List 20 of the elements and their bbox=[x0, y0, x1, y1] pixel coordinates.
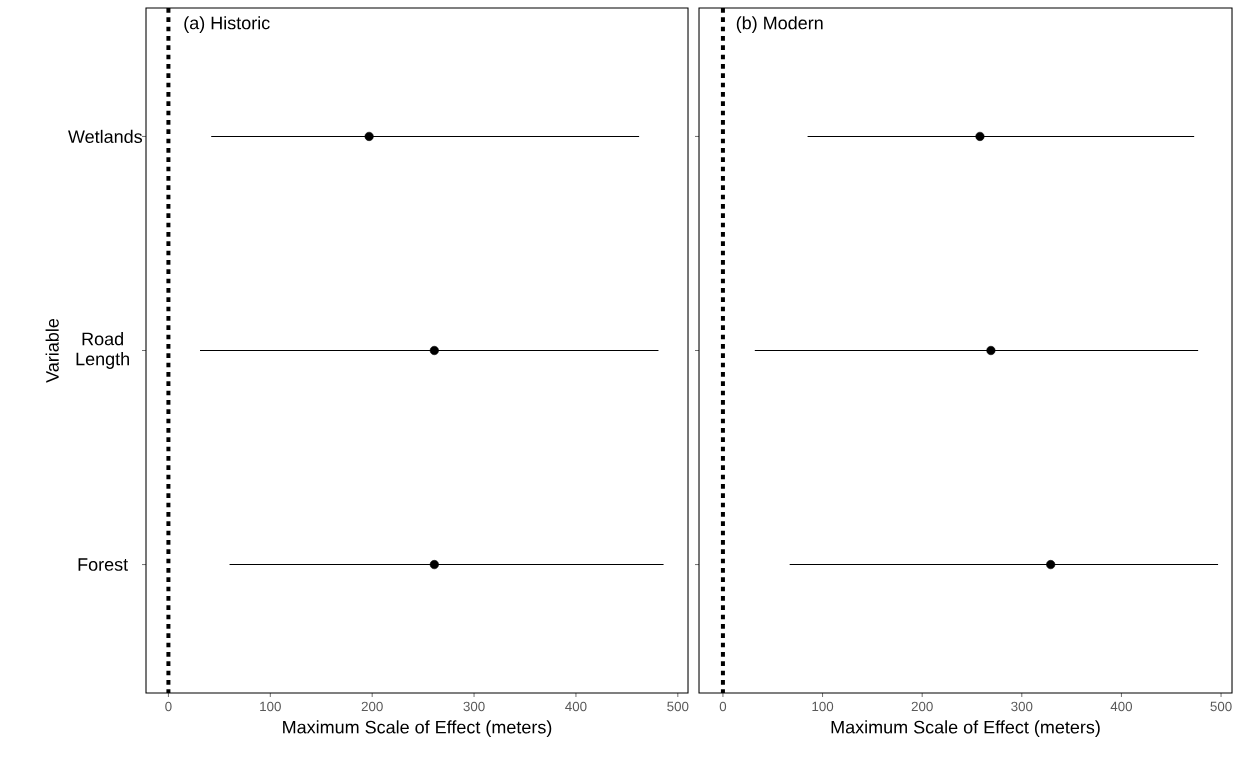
x-tick-label: 200 bbox=[911, 701, 933, 712]
y-axis-title: Variable bbox=[45, 318, 59, 383]
chart-title: (a) Historic bbox=[184, 16, 270, 33]
x-tick-label: 400 bbox=[1110, 701, 1133, 712]
x-axis-title: Maximum Scale of Effect (meters) bbox=[831, 720, 1100, 738]
y-tick-label: Wetlands bbox=[68, 129, 142, 144]
y-tick-label: Road Length bbox=[76, 332, 129, 369]
x-tick-label: 0 bbox=[719, 701, 727, 712]
x-tick-label: 500 bbox=[1210, 701, 1232, 712]
x-tick-label: 0 bbox=[165, 701, 172, 712]
x-tick-label: 300 bbox=[463, 701, 485, 712]
x-axis-title: Maximum Scale of Effect (meters) bbox=[283, 720, 552, 738]
x-tick-label: 500 bbox=[667, 701, 689, 712]
x-tick-label: 100 bbox=[812, 701, 834, 712]
x-tick-label: 400 bbox=[565, 701, 587, 712]
x-tick-label: 300 bbox=[1011, 701, 1033, 712]
chart-title: (b) Modern bbox=[736, 16, 823, 33]
x-tick-label: 100 bbox=[260, 701, 281, 712]
y-tick-label: Forest bbox=[78, 558, 128, 571]
x-tick-label: 200 bbox=[361, 701, 383, 712]
